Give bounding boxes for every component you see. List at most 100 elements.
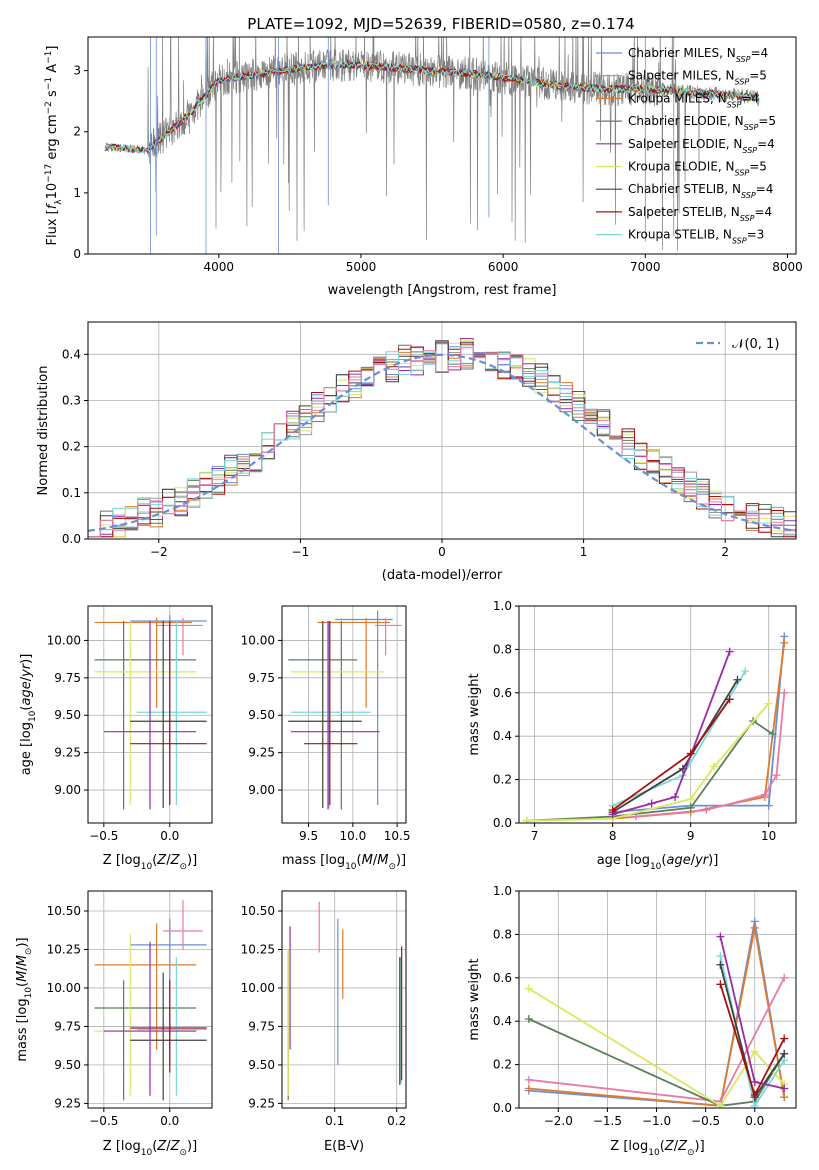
- weight-marker: [733, 675, 742, 684]
- weight-series: [608, 647, 734, 819]
- error-point: [103, 620, 197, 810]
- axes-frame: [87, 36, 797, 255]
- error-point: [94, 617, 193, 708]
- x-axis-label: Z [log10(Z/Z⊙)]: [610, 1139, 704, 1158]
- weight-marker: [750, 1077, 759, 1086]
- plot-area: [524, 917, 789, 1108]
- legend-label: Chabrier ELODIE, NSSP=5: [628, 114, 776, 132]
- legend-label: Salpeter STELIB, NSSP=4: [628, 205, 772, 223]
- x-axis-label: E(B-V): [324, 1139, 364, 1154]
- axes-age-vs-Z: −0.5 0.0 9.00 9.25 9.50 9.75 10.00 Z [log10(Z/Z…: [19, 605, 213, 872]
- y-tick-label: 1.0: [493, 599, 512, 613]
- weight-marker: [716, 960, 725, 969]
- y-tick-label: 9.00: [54, 783, 81, 797]
- error-point: [163, 900, 203, 950]
- x-tick-label: −2: [150, 545, 168, 559]
- weight-series: [716, 980, 789, 1099]
- x-tick-label: −1.5: [593, 1114, 622, 1128]
- y-tick-label: 1: [73, 186, 81, 200]
- y-tick-label: 9.50: [54, 708, 81, 722]
- weight-marker: [524, 1084, 533, 1093]
- x-tick-label: −0.5: [691, 1114, 720, 1128]
- weight-marker: [716, 932, 725, 941]
- y-tick-label: 9.50: [248, 708, 275, 722]
- error-point: [136, 957, 207, 1096]
- y-tick-label: 10.25: [47, 942, 81, 956]
- y-tick-label: 9.75: [54, 1019, 81, 1033]
- weight-series: [608, 695, 734, 814]
- y-tick-label: 0.1: [62, 486, 81, 500]
- x-tick-label: 7: [531, 829, 539, 843]
- axes-residuals: −2 −1 0 1 2 0.0 0.1 0.2 0.3 0.4 𝒩(0, 1) (data-model…: [36, 321, 797, 583]
- x-tick-label: 9: [687, 829, 695, 843]
- axes-spectrum: 4000 5000 6000 7000 8000 0 1 2 3 Chabrier MILES, …: [44, 36, 803, 298]
- weight-series: [716, 932, 789, 1093]
- x-tick-label: 0: [438, 545, 446, 559]
- weight-marker: [671, 792, 680, 801]
- legend-label: Kroupa ELODIE, NSSP=5: [628, 160, 767, 178]
- x-tick-label: 0.1: [325, 1114, 344, 1128]
- weight-marker: [686, 803, 695, 812]
- axes-age-vs-mass: 9.5 10.0 10.5 9.00 9.25 9.50 9.75 10.00 mass [lo…: [241, 605, 411, 872]
- error-point: [130, 620, 207, 806]
- x-tick-label: 5000: [346, 260, 377, 274]
- y-tick-label: 10.00: [47, 633, 81, 647]
- legend-label: Salpeter MILES, NSSP=5: [628, 69, 767, 87]
- weight-marker: [780, 973, 789, 982]
- y-tick-label: 9.25: [54, 746, 81, 760]
- error-point: [103, 941, 197, 1096]
- legend-label: Chabrier MILES, NSSP=4: [628, 46, 768, 64]
- weight-line: [719, 964, 785, 1100]
- y-tick-label: 10.00: [241, 981, 275, 995]
- normal-curve: [88, 353, 796, 532]
- y-tick-label: 10.00: [241, 633, 275, 647]
- y-axis-label: mass weight: [467, 958, 482, 1040]
- x-tick-label: 0.0: [745, 1114, 764, 1128]
- weight-marker: [524, 984, 533, 993]
- y-tick-label: 9.50: [54, 1058, 81, 1072]
- x-tick-label: 4000: [204, 260, 235, 274]
- grid: [519, 605, 796, 824]
- y-axis-label: Flux [fλ10−17 erg cm−2 s−1 A−1]: [44, 46, 64, 246]
- y-tick-label: 10.50: [47, 904, 81, 918]
- axes-frame: [87, 605, 213, 824]
- x-axis-label: Z [log10(Z/Z⊙)]: [103, 853, 197, 872]
- grid: [282, 606, 406, 823]
- error-point: [130, 972, 207, 1101]
- plot-area: [88, 338, 796, 538]
- x-axis-label: mass [log10(M/M⊙)]: [282, 853, 406, 872]
- weight-marker: [750, 923, 759, 932]
- weight-line: [528, 1018, 785, 1107]
- weight-series: [632, 688, 789, 821]
- x-tick-label: −2.0: [544, 1114, 573, 1128]
- x-tick-label: 2: [721, 545, 729, 559]
- y-tick-label: 0: [73, 247, 81, 261]
- weight-line: [612, 651, 731, 816]
- spectrum-legend: Chabrier MILES, NSSP=4 Salpeter MILES, NS…: [596, 46, 776, 245]
- error-point: [94, 620, 197, 810]
- y-axis-label: mass weight: [467, 673, 482, 755]
- weight-marker: [702, 805, 711, 814]
- weight-marker: [772, 771, 781, 780]
- weight-marker: [686, 795, 695, 804]
- axes-frame: [87, 890, 213, 1109]
- y-tick-label: 9.25: [248, 1096, 275, 1110]
- weight-marker: [524, 1075, 533, 1084]
- x-axis-label: Z [log10(Z/Z⊙)]: [103, 1139, 197, 1158]
- error-point: [130, 980, 207, 1073]
- y-tick-label: 0.4: [62, 347, 81, 361]
- y-axis-label: age [log10(age/yr)]: [19, 654, 38, 776]
- histogram-series: [88, 347, 796, 538]
- model-line: [104, 59, 759, 154]
- y-axis-label: mass [log10(M/M⊙)]: [15, 937, 34, 1061]
- axes-massweight-vs-Z: −2.0 −1.5 −1.0 −0.5 0.0 0.0 0.2 0.4 0.6 0.8 1.0 Z […: [467, 884, 797, 1158]
- error-point: [94, 620, 197, 806]
- error-point: [290, 620, 380, 810]
- error-point: [375, 617, 402, 656]
- x-tick-label: −0.5: [89, 829, 118, 843]
- error-point: [130, 918, 207, 1065]
- y-tick-label: 0.4: [493, 1014, 512, 1028]
- weight-marker: [764, 801, 773, 810]
- weight-marker: [780, 1093, 789, 1102]
- weight-marker: [710, 762, 719, 771]
